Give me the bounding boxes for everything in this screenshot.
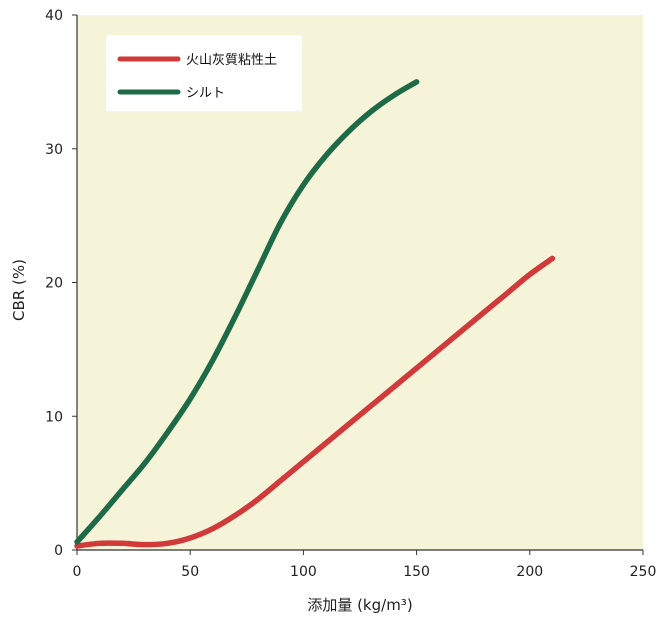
series-line-2 <box>74 79 420 545</box>
series-line-1 <box>74 255 556 549</box>
x-tick-label: 100 <box>290 564 317 580</box>
legend-label-1: 火山灰質粘性土 <box>186 53 277 68</box>
x-tick-label: 150 <box>403 564 430 580</box>
legend-label-2: シルト <box>186 86 225 101</box>
x-tick-label: 0 <box>73 564 82 580</box>
x-tick-label: 50 <box>181 564 199 580</box>
y-tick-label: 40 <box>45 8 63 24</box>
y-tick-label: 20 <box>45 276 63 292</box>
x-axis-title: 添加量 (kg/m³) <box>307 596 412 614</box>
y-tick-label: 0 <box>54 543 63 559</box>
series-group <box>74 79 556 549</box>
y-axis-title: CBR (%) <box>10 259 28 321</box>
x-tick-label: 250 <box>630 564 657 580</box>
y-tick-label: 10 <box>45 409 63 425</box>
y-tick-label: 30 <box>45 142 63 158</box>
legend-box <box>106 35 302 111</box>
axes: 0 50 100 150 200 250 0 10 20 30 40 <box>45 8 656 580</box>
legend: 火山灰質粘性土 シルト <box>106 35 302 111</box>
x-tick-label: 200 <box>516 564 543 580</box>
